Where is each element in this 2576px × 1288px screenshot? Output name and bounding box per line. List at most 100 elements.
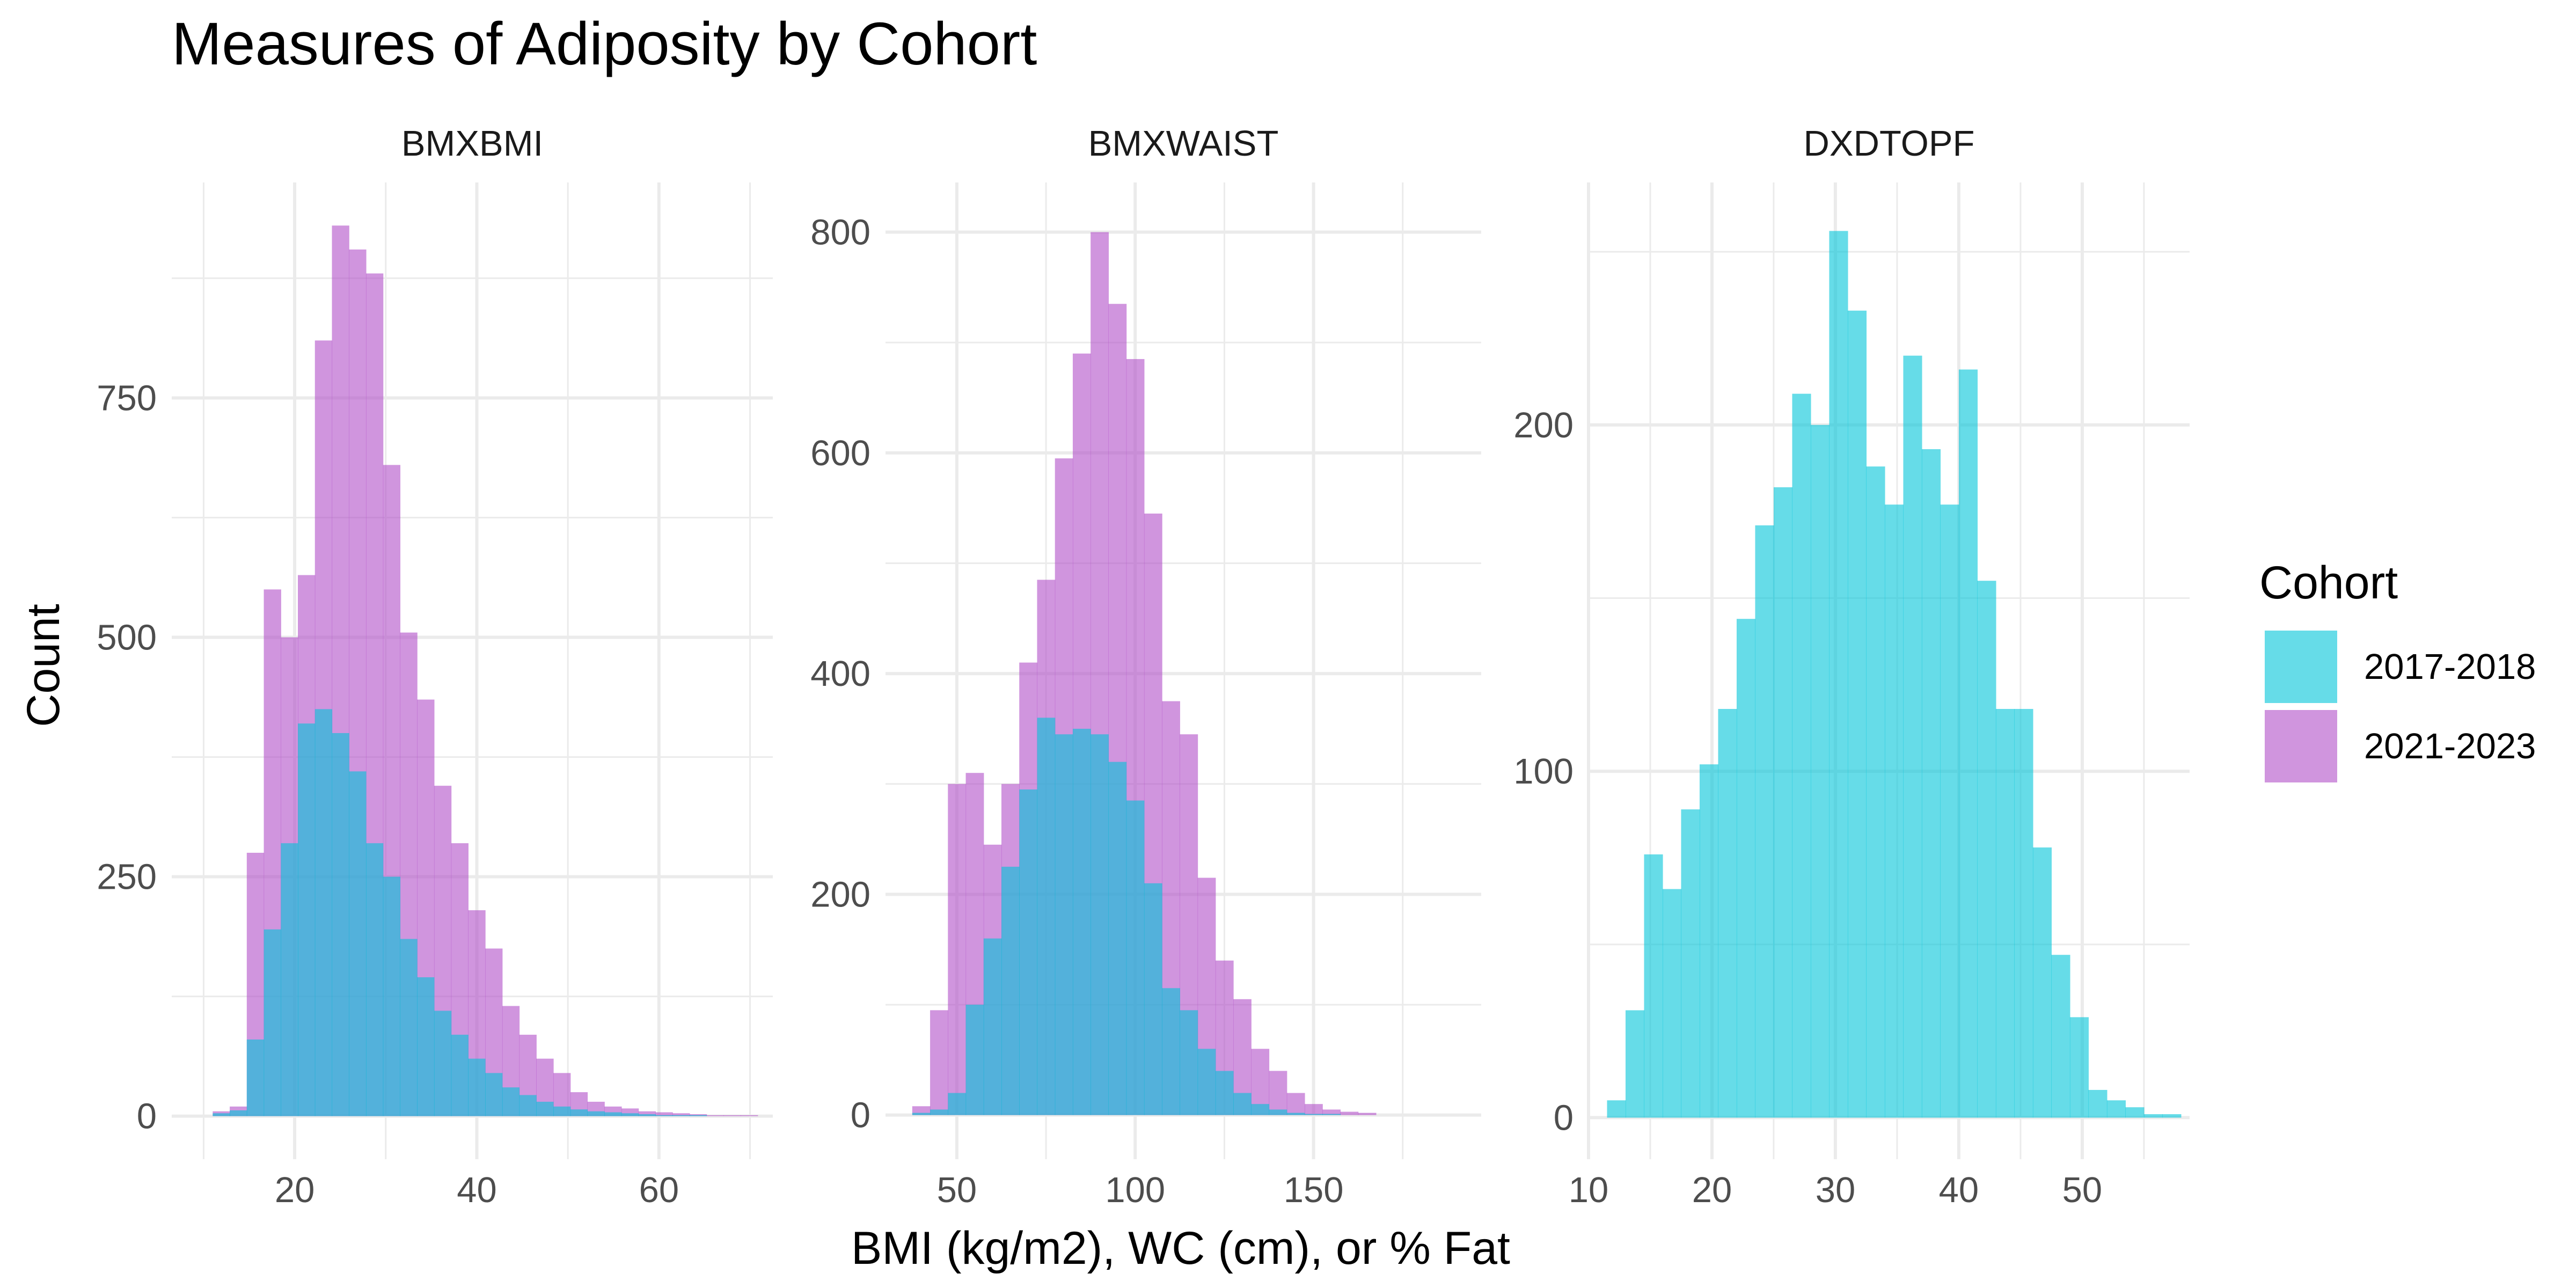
bar-bmxwaist-2021-2023-24 xyxy=(1340,1111,1359,1115)
bar-dxdtopf-2017-2018-29 xyxy=(2143,1114,2163,1118)
bar-bmxwaist-2021-2023-0 xyxy=(912,1106,931,1115)
bar-bmxbmi-2017-2018-22 xyxy=(587,1111,605,1116)
bar-bmxbmi-2017-2018-16 xyxy=(485,1073,503,1116)
bar-dxdtopf-2017-2018-23 xyxy=(2032,847,2052,1118)
bar-bmxbmi-2017-2018-23 xyxy=(604,1112,622,1116)
bar-bmxbmi-2017-2018-13 xyxy=(434,1011,452,1116)
bar-bmxbmi-2017-2018-14 xyxy=(451,1035,469,1116)
x-tick-label: 20 xyxy=(1692,1170,1732,1210)
bar-bmxwaist-2017-2018-13 xyxy=(1144,883,1162,1115)
series-2017-2018 xyxy=(912,718,1341,1115)
bar-dxdtopf-2017-2018-16 xyxy=(1903,355,1922,1118)
bar-bmxbmi-2017-2018-2 xyxy=(246,1039,265,1116)
bar-dxdtopf-2017-2018-30 xyxy=(2162,1114,2182,1118)
bar-dxdtopf-2017-2018-17 xyxy=(1921,449,1941,1118)
legend-key-2021-2023 xyxy=(2265,710,2337,782)
bar-bmxbmi-2017-2018-25 xyxy=(638,1114,656,1116)
bar-bmxwaist-2021-2023-23 xyxy=(1322,1109,1341,1115)
legend-label-2017-2018: 2017-2018 xyxy=(2364,647,2536,687)
bar-bmxbmi-2017-2018-3 xyxy=(264,929,281,1116)
bar-bmxbmi-2017-2018-21 xyxy=(570,1109,588,1116)
bar-bmxwaist-2017-2018-23 xyxy=(1322,1114,1341,1115)
y-tick-label: 750 xyxy=(97,378,157,418)
x-tick-label: 40 xyxy=(1939,1170,1979,1210)
panel-dxdtopf: DXDTOPF 10 20 30 40 50 0 100 200 xyxy=(1513,123,2190,1210)
bar-bmxwaist-2017-2018-14 xyxy=(1162,988,1180,1115)
legend-title: Cohort xyxy=(2259,557,2398,609)
legend-label-2021-2023: 2021-2023 xyxy=(2364,726,2536,766)
bar-bmxwaist-2017-2018-16 xyxy=(1197,1049,1216,1115)
y-tick-label: 250 xyxy=(97,857,157,897)
panel-bmxbmi: BMXBMI 20 40 60 0 250 500 750 xyxy=(97,123,773,1210)
x-tick-label: 50 xyxy=(2062,1170,2103,1210)
bar-bmxbmi-2017-2018-18 xyxy=(519,1095,537,1116)
bar-bmxbmi-2017-2018-0 xyxy=(213,1113,230,1116)
bar-bmxwaist-2021-2023-20 xyxy=(1269,1071,1287,1115)
bar-dxdtopf-2017-2018-27 xyxy=(2106,1100,2126,1118)
bar-bmxbmi-2017-2018-10 xyxy=(383,876,401,1116)
bar-dxdtopf-2017-2018-14 xyxy=(1866,466,1885,1118)
bar-bmxwaist-2017-2018-12 xyxy=(1126,800,1145,1115)
bar-dxdtopf-2017-2018-6 xyxy=(1718,708,1737,1118)
x-tick-label: 30 xyxy=(1816,1170,1856,1210)
series-2017-2018 xyxy=(1607,231,2182,1118)
bar-dxdtopf-2017-2018-9 xyxy=(1773,487,1793,1118)
bar-dxdtopf-2017-2018-15 xyxy=(1884,504,1904,1118)
x-tick-label: 60 xyxy=(639,1170,679,1210)
panel-bmxwaist: BMXWAIST 50 100 150 0 200 400 600 800 xyxy=(810,123,1481,1210)
bar-bmxbmi-2017-2018-5 xyxy=(298,723,316,1116)
bar-bmxwaist-2017-2018-0 xyxy=(912,1113,931,1115)
y-tick-label: 0 xyxy=(1554,1098,1574,1138)
bar-bmxbmi-2021-2023-29 xyxy=(706,1115,724,1116)
bar-bmxbmi-2017-2018-17 xyxy=(502,1087,520,1116)
bar-bmxbmi-2021-2023-28 xyxy=(689,1114,707,1116)
bar-bmxwaist-2017-2018-10 xyxy=(1091,734,1109,1115)
bar-bmxbmi-2021-2023-27 xyxy=(672,1113,690,1116)
bar-dxdtopf-2017-2018-18 xyxy=(1940,504,1959,1118)
bar-bmxbmi-2017-2018-27 xyxy=(672,1115,690,1116)
bar-dxdtopf-2017-2018-28 xyxy=(2125,1107,2145,1118)
bar-bmxwaist-2017-2018-19 xyxy=(1251,1104,1270,1115)
bar-bmxbmi-2017-2018-15 xyxy=(468,1058,486,1116)
bar-bmxwaist-2017-2018-21 xyxy=(1286,1113,1305,1115)
bar-bmxwaist-2017-2018-8 xyxy=(1055,734,1073,1115)
y-tick-label: 0 xyxy=(137,1096,157,1137)
y-tick-label: 200 xyxy=(1513,405,1574,445)
bar-bmxbmi-2021-2023-25 xyxy=(638,1111,656,1116)
bar-bmxbmi-2017-2018-6 xyxy=(314,709,333,1116)
y-tick-label: 0 xyxy=(851,1095,870,1136)
x-tick-label: 40 xyxy=(457,1170,497,1210)
bar-bmxbmi-2017-2018-9 xyxy=(365,843,384,1116)
y-tick-label: 200 xyxy=(810,874,870,914)
panel-label-bmxbmi: BMXBMI xyxy=(401,123,543,164)
legend: Cohort 2017-2018 2021-2023 xyxy=(2259,557,2536,782)
bar-dxdtopf-2017-2018-3 xyxy=(1662,889,1682,1118)
bar-bmxwaist-2021-2023-21 xyxy=(1286,1093,1305,1115)
x-tick-label: 20 xyxy=(275,1170,315,1210)
bar-bmxwaist-2021-2023-1 xyxy=(930,1010,948,1115)
series-2017-2018 xyxy=(213,709,707,1116)
bar-bmxbmi-2017-2018-28 xyxy=(689,1115,707,1116)
x-tick-label: 10 xyxy=(1569,1170,1609,1210)
bar-bmxwaist-2017-2018-9 xyxy=(1072,728,1091,1115)
y-tick-label: 100 xyxy=(1513,751,1574,792)
bar-bmxwaist-2017-2018-2 xyxy=(948,1093,967,1115)
bar-bmxbmi-2021-2023-26 xyxy=(655,1112,673,1116)
bar-dxdtopf-2017-2018-26 xyxy=(2088,1089,2107,1118)
y-axis-title: Count xyxy=(18,604,69,727)
x-axis-title: BMI (kg/m2), WC (cm), or % Fat xyxy=(851,1223,1510,1274)
panel-label-bmxwaist: BMXWAIST xyxy=(1088,123,1279,164)
bar-bmxwaist-2017-2018-6 xyxy=(1019,789,1038,1115)
bar-dxdtopf-2017-2018-21 xyxy=(1995,708,2015,1118)
bar-dxdtopf-2017-2018-11 xyxy=(1810,425,1830,1118)
bar-dxdtopf-2017-2018-0 xyxy=(1607,1100,1626,1118)
bar-bmxwaist-2017-2018-22 xyxy=(1304,1114,1323,1115)
x-tick-label: 50 xyxy=(937,1170,977,1210)
bar-bmxbmi-2017-2018-24 xyxy=(621,1113,639,1116)
bar-dxdtopf-2017-2018-7 xyxy=(1736,619,1756,1118)
bar-dxdtopf-2017-2018-13 xyxy=(1847,310,1867,1118)
bar-dxdtopf-2017-2018-20 xyxy=(1977,581,1996,1118)
bar-dxdtopf-2017-2018-5 xyxy=(1699,764,1719,1118)
